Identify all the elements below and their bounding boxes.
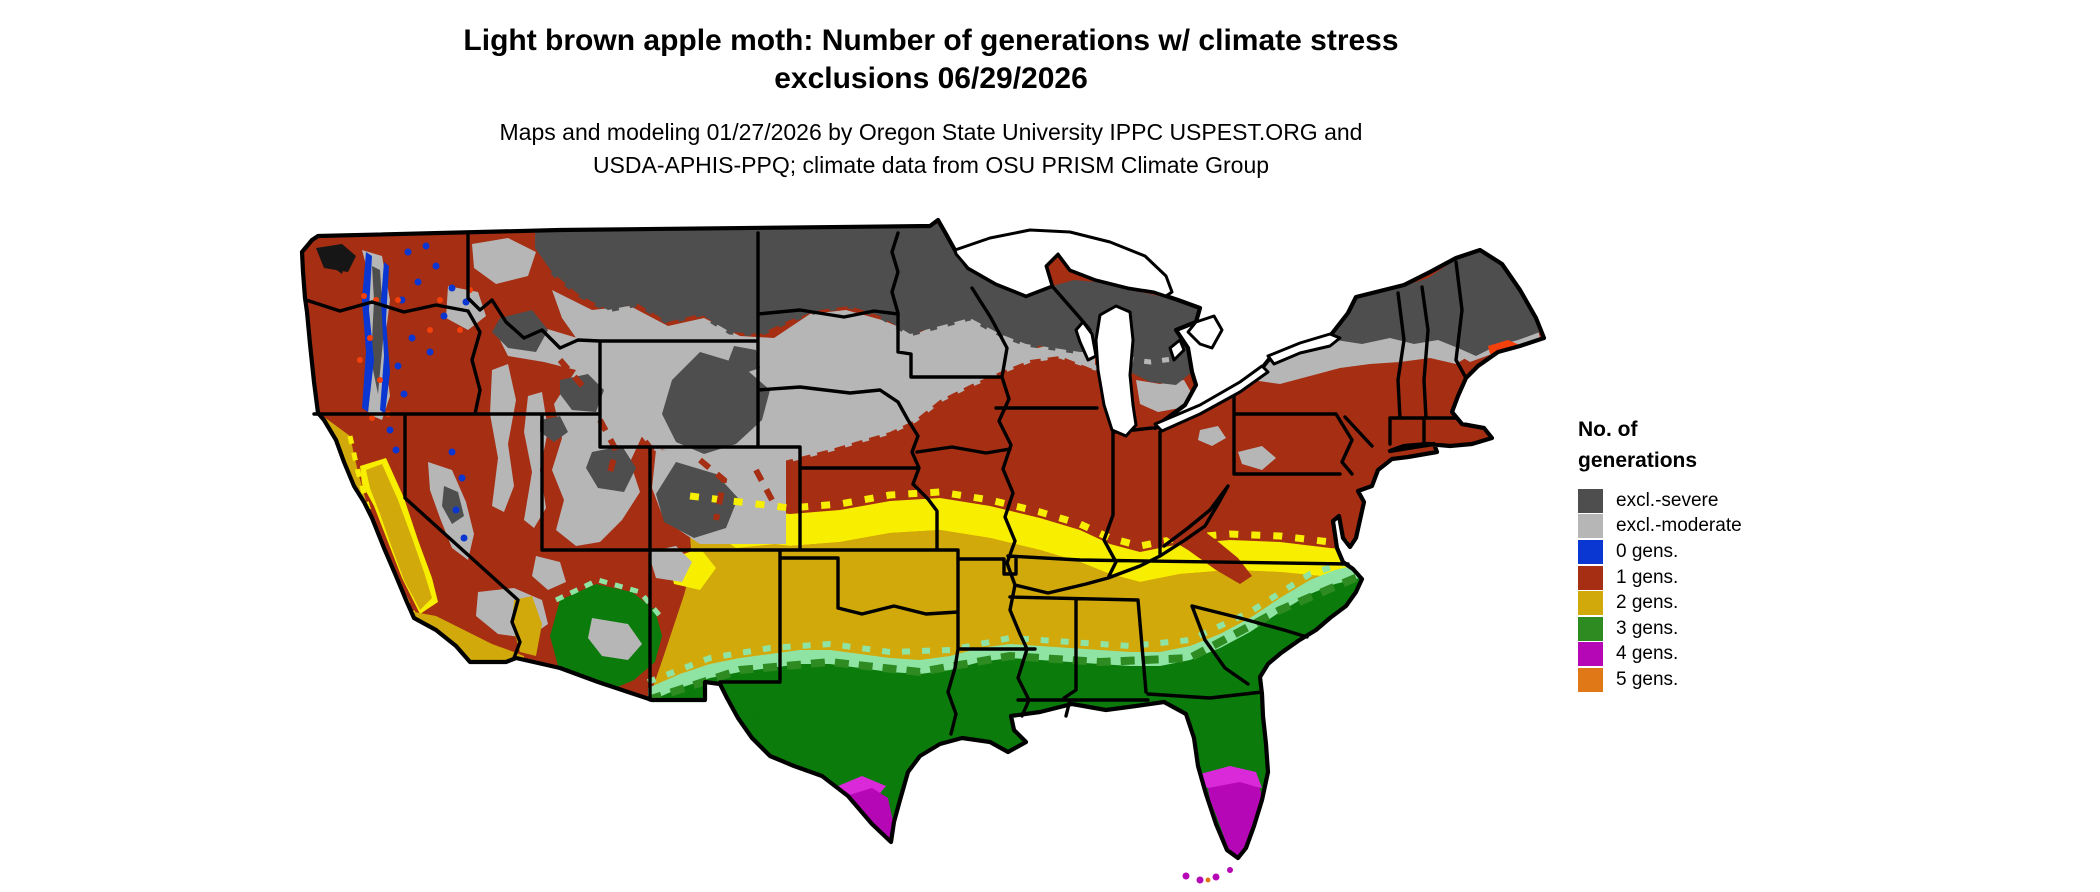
map-puget-black — [334, 252, 346, 274]
lake-michigan — [1094, 304, 1138, 438]
gens3-swatch — [1578, 616, 1603, 641]
legend-item: excl.-severe — [1578, 488, 1978, 514]
legend-title-line1: No. of — [1578, 418, 1638, 441]
map-moderate-pennsylvania — [1198, 426, 1226, 446]
map-moderate-nevada-1 — [490, 364, 516, 512]
map-title-line2: exclusions 06/29/2026 — [774, 62, 1088, 95]
legend-item: excl.-moderate — [1578, 514, 1978, 540]
legend-item: 4 gens. — [1578, 642, 1978, 668]
gens0-swatch — [1578, 539, 1603, 564]
legend-title-line2: generations — [1578, 449, 1698, 472]
map-moderate-montana-2 — [446, 286, 486, 330]
legend-item-label: 5 gens. — [1616, 668, 1679, 690]
map-severe-blackhills — [728, 346, 760, 374]
legend-item: 5 gens. — [1578, 667, 1978, 693]
severe-swatch — [1578, 488, 1603, 513]
legend-item-label: 0 gens. — [1616, 540, 1679, 562]
legend-item: 0 gens. — [1578, 539, 1978, 565]
map-severe-utah-3 — [540, 416, 568, 442]
state-borders — [304, 231, 1468, 736]
florida-keys — [1182, 867, 1233, 884]
map-1gen-streaks — [557, 358, 775, 521]
map-mint-speckle — [646, 555, 1361, 685]
lake-ontario — [1266, 332, 1342, 366]
legend-item: 1 gens. — [1578, 565, 1978, 591]
map-yellow-speckle — [689, 488, 1421, 554]
lake-huron — [1186, 314, 1224, 350]
map-title-line1: Light brown apple moth: Number of genera… — [463, 24, 1399, 57]
map-moderate-montana-1 — [472, 238, 536, 284]
map-severe-utah-1 — [560, 374, 604, 412]
legend-item: 2 gens. — [1578, 590, 1978, 616]
legend-item-label: 4 gens. — [1616, 643, 1679, 665]
lake-erie — [1153, 364, 1270, 433]
moderate-swatch — [1578, 514, 1603, 539]
map-channel-islands — [376, 628, 438, 662]
map-subtitle-line1: Maps and modeling 01/27/2026 by Oregon S… — [499, 119, 1363, 145]
legend: No. of generations excl.-severe excl.-mod… — [1578, 414, 1978, 693]
map-moderate-westvirginia — [1238, 446, 1276, 470]
map-hot-orange-specks — [357, 287, 473, 421]
legend-title: No. of generations — [1578, 414, 1978, 476]
legend-item-label: 1 gens. — [1616, 566, 1679, 588]
legend-items: excl.-severe excl.-moderate 0 gens. 1 gens.… — [1578, 488, 1978, 693]
great-lakes — [953, 228, 1342, 438]
map-moderate-michigan — [1136, 380, 1192, 412]
gens4-swatch — [1578, 642, 1603, 667]
map-0gens-cascade-stripe-1 — [362, 252, 374, 412]
map-0gens-cascade-stripe-2 — [380, 262, 390, 414]
legend-item-label: 2 gens. — [1616, 592, 1679, 614]
map-subtitle-line2: USDA-APHIS-PPQ; climate data from OSU PR… — [592, 152, 1270, 178]
map-moderate-mojave-2 — [532, 556, 566, 590]
map-california-yellow-fringe — [347, 435, 421, 624]
map-subtitle: Maps and modeling 01/27/2026 by Oregon S… — [0, 98, 1862, 182]
header: Light brown apple moth: Number of genera… — [0, 0, 1862, 182]
gens5-swatch — [1578, 667, 1603, 692]
legend-item-label: 3 gens. — [1616, 617, 1679, 639]
map-4gens-texas — [846, 788, 893, 842]
map-2gens-central-valley — [366, 464, 432, 610]
legend-item-label: excl.-severe — [1616, 489, 1719, 511]
gens1-swatch — [1578, 565, 1603, 590]
map-moderate-newmexico — [648, 546, 692, 582]
gens2-swatch — [1578, 591, 1603, 616]
lake-superior — [953, 228, 1174, 298]
map-moderate-arizona-inner — [588, 618, 642, 660]
map-severe-sierra — [442, 486, 464, 524]
map-severe-wyoming — [662, 352, 770, 454]
map-arizona-mint-fringe — [554, 577, 662, 618]
map-title: Light brown apple moth: Number of genera… — [0, 0, 1862, 98]
green-bay — [1074, 320, 1098, 362]
map-layer-severe-northeast — [1318, 250, 1540, 356]
legend-item-label: excl.-moderate — [1616, 515, 1742, 537]
legend-item: 3 gens. — [1578, 616, 1978, 642]
map-3gens-speckle — [646, 572, 1362, 704]
map-0gens-specks — [386, 242, 1539, 542]
map-raster-layers — [302, 220, 1544, 858]
saginaw-bay — [1168, 338, 1186, 362]
